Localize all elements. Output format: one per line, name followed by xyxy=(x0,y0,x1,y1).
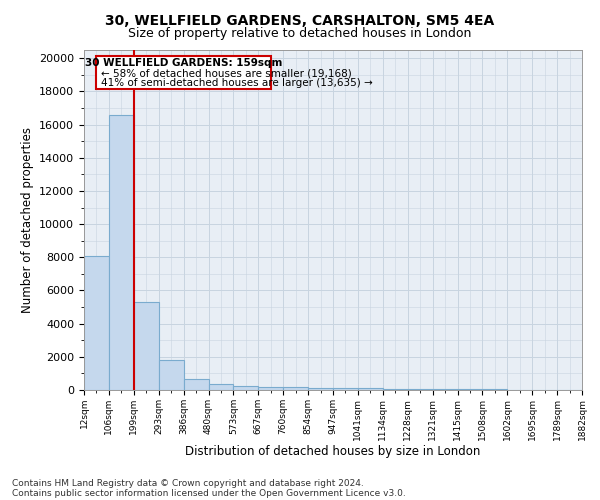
Bar xyxy=(84,256,109,390)
Bar xyxy=(134,302,159,390)
Bar xyxy=(159,360,184,390)
Text: 41% of semi-detached houses are larger (13,635) →: 41% of semi-detached houses are larger (… xyxy=(101,78,373,88)
Text: ← 58% of detached houses are smaller (19,168): ← 58% of detached houses are smaller (19… xyxy=(101,68,352,78)
Bar xyxy=(408,389,433,390)
Text: Contains public sector information licensed under the Open Government Licence v3: Contains public sector information licen… xyxy=(12,488,406,498)
Bar xyxy=(259,386,283,390)
Bar xyxy=(358,388,383,390)
Text: Size of property relative to detached houses in London: Size of property relative to detached ho… xyxy=(128,28,472,40)
X-axis label: Distribution of detached houses by size in London: Distribution of detached houses by size … xyxy=(185,446,481,458)
Bar xyxy=(283,387,308,390)
Bar xyxy=(97,56,271,89)
Bar xyxy=(233,386,259,390)
Y-axis label: Number of detached properties: Number of detached properties xyxy=(20,127,34,313)
Bar xyxy=(184,379,209,390)
Text: 30, WELLFIELD GARDENS, CARSHALTON, SM5 4EA: 30, WELLFIELD GARDENS, CARSHALTON, SM5 4… xyxy=(106,14,494,28)
Bar xyxy=(109,114,134,390)
Text: Contains HM Land Registry data © Crown copyright and database right 2024.: Contains HM Land Registry data © Crown c… xyxy=(12,478,364,488)
Bar xyxy=(433,389,458,390)
Bar xyxy=(209,384,233,390)
Text: 30 WELLFIELD GARDENS: 159sqm: 30 WELLFIELD GARDENS: 159sqm xyxy=(85,58,282,68)
Bar xyxy=(333,388,358,390)
Bar xyxy=(308,388,333,390)
Bar xyxy=(383,388,408,390)
